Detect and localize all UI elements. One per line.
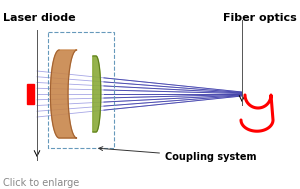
Polygon shape — [93, 56, 101, 132]
Text: Fiber optics: Fiber optics — [223, 13, 297, 23]
Polygon shape — [50, 50, 77, 138]
Text: Click to enlarge: Click to enlarge — [3, 178, 79, 188]
Text: Coupling system: Coupling system — [99, 147, 256, 162]
Text: Laser diode: Laser diode — [3, 13, 76, 23]
Bar — [26, 84, 34, 104]
Bar — [48, 32, 114, 148]
